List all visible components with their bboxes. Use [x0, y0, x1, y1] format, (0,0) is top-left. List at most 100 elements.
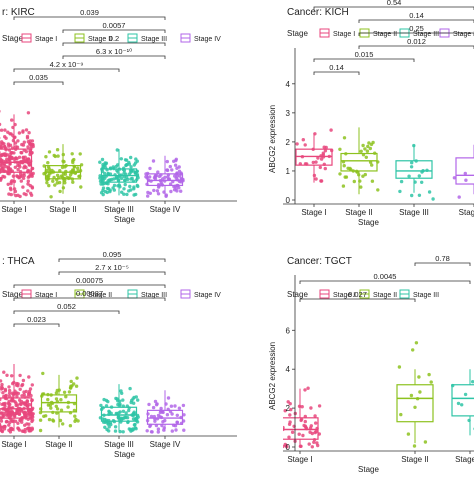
comparison-bracket: 0.035 — [14, 73, 63, 85]
data-point — [22, 379, 25, 382]
data-point — [136, 398, 139, 401]
y-tick-label: 2 — [286, 404, 291, 413]
data-point — [182, 429, 185, 432]
data-point — [150, 430, 153, 433]
data-point — [131, 397, 134, 400]
y-axis-label: ABCG2 expression — [268, 105, 277, 173]
data-point — [314, 431, 317, 434]
data-point — [170, 405, 173, 408]
x-tick-label: Stage I — [287, 455, 312, 464]
box-4 — [453, 145, 474, 199]
data-point — [128, 185, 131, 188]
data-point — [170, 412, 173, 415]
bracket-line — [14, 69, 119, 72]
y-tick-label: 3 — [286, 109, 291, 118]
data-point — [112, 165, 115, 168]
y-tick-label: 4 — [286, 80, 291, 89]
data-point — [27, 131, 30, 134]
box-3 — [98, 148, 140, 196]
data-point — [322, 152, 325, 155]
data-point — [26, 169, 29, 172]
data-point — [314, 421, 317, 424]
data-point — [0, 110, 1, 113]
box-1 — [279, 387, 322, 449]
legend-label: Stage IV — [453, 31, 474, 38]
data-point — [22, 143, 25, 146]
data-point — [113, 184, 116, 187]
data-point — [56, 181, 59, 184]
data-point — [424, 440, 427, 443]
data-point — [4, 152, 7, 155]
data-point — [10, 156, 13, 159]
data-point — [304, 143, 307, 146]
data-point — [76, 167, 79, 170]
data-point — [166, 413, 169, 416]
data-point — [24, 428, 27, 431]
bracket-line — [59, 259, 165, 262]
x-axis-label: Stage — [114, 450, 135, 459]
legend-label: Stage I — [333, 31, 355, 38]
data-point — [370, 163, 373, 166]
box-2 — [39, 372, 80, 433]
data-point — [1, 391, 4, 394]
y-tick-label: 4 — [286, 365, 291, 374]
data-point — [366, 150, 369, 153]
data-point — [66, 405, 69, 408]
x-tick-label: Stage II — [345, 208, 373, 217]
x-tick-label: Stage I — [301, 208, 326, 217]
data-point — [174, 428, 177, 431]
data-point — [10, 180, 13, 183]
data-point — [55, 405, 58, 408]
data-point — [312, 441, 315, 444]
data-point — [3, 175, 6, 178]
data-point — [178, 165, 181, 168]
x-tick-label: Stage II — [49, 205, 77, 214]
data-point — [23, 403, 26, 406]
data-point — [46, 161, 49, 164]
data-point — [122, 410, 125, 413]
data-point — [16, 168, 19, 171]
data-point — [12, 175, 15, 178]
data-point — [49, 406, 52, 409]
data-point — [174, 159, 177, 162]
data-point — [3, 128, 6, 131]
data-point — [21, 185, 24, 188]
comparison-bracket: 0.027 — [300, 290, 415, 302]
data-point — [5, 420, 8, 423]
data-point — [122, 187, 125, 190]
data-point — [288, 413, 291, 416]
data-point — [460, 403, 463, 406]
data-point — [371, 180, 374, 183]
data-point — [122, 430, 125, 433]
data-point — [115, 177, 118, 180]
data-point — [363, 147, 366, 150]
data-point — [281, 445, 284, 448]
data-point — [12, 139, 15, 142]
data-point — [148, 167, 151, 170]
data-point — [106, 400, 109, 403]
data-point — [5, 374, 8, 377]
data-point — [413, 406, 416, 409]
data-point — [16, 164, 19, 167]
p-value-label: 0.095 — [103, 250, 122, 259]
legend-label: Stage I — [35, 36, 57, 43]
data-point — [64, 395, 67, 398]
y-axis-label: ABCG2 expression — [268, 342, 277, 410]
data-point — [99, 182, 102, 185]
data-point — [70, 380, 73, 383]
data-point — [44, 414, 47, 417]
data-point — [0, 379, 2, 382]
box-4 — [144, 156, 185, 198]
data-point — [10, 118, 13, 121]
data-point — [45, 181, 48, 184]
comparison-bracket: 0.023 — [14, 315, 59, 327]
x-tick-label: Stage III — [399, 208, 429, 217]
data-point — [120, 157, 123, 160]
data-point — [156, 189, 159, 192]
bracket-line — [63, 43, 165, 46]
box-2 — [397, 341, 433, 448]
data-point — [365, 156, 368, 159]
y-tick-label: 6 — [286, 326, 291, 335]
